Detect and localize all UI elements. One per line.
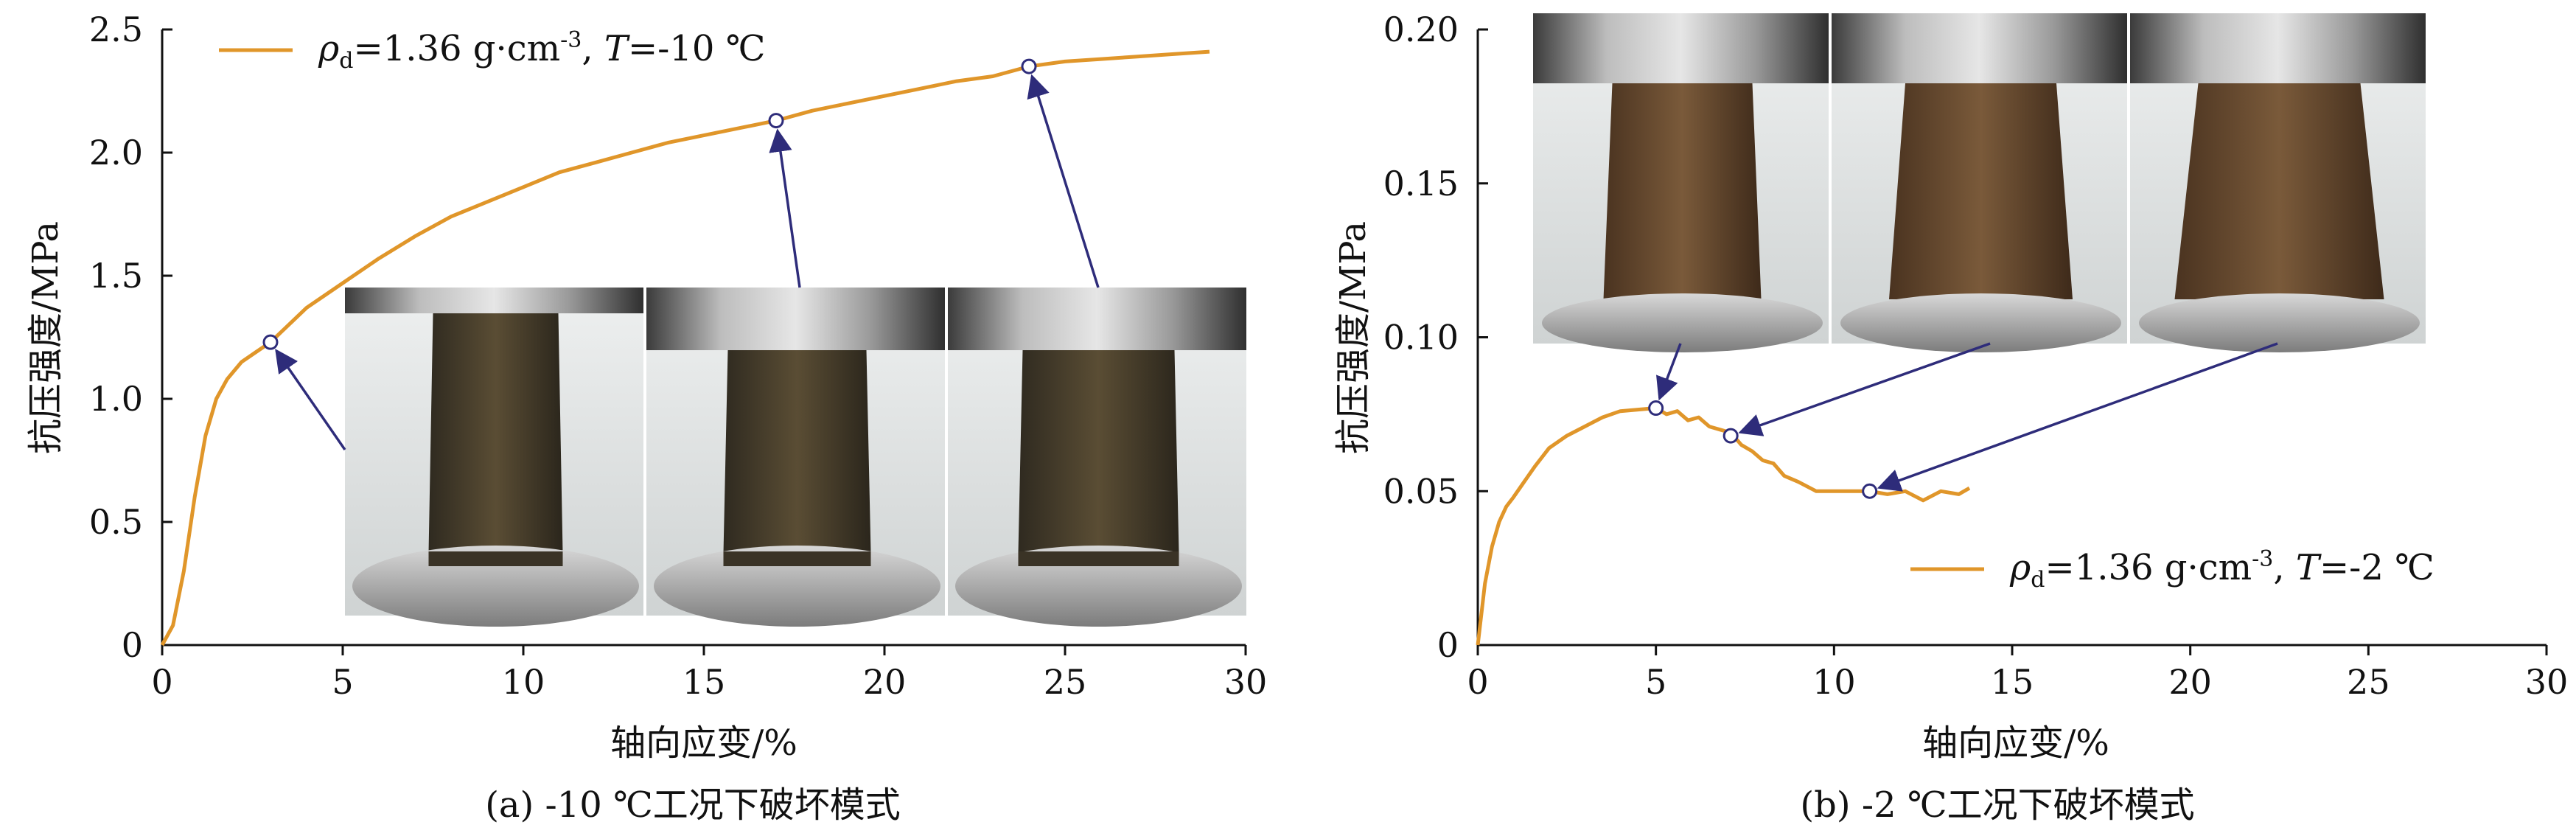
- arrow-b-2: [1738, 342, 1991, 436]
- x-tick-label-a: 20: [863, 662, 907, 702]
- y-tick-label-b: 0.15: [1383, 164, 1459, 203]
- photo-frame-b-1: [1533, 13, 1829, 352]
- series-line-b: [1476, 406, 1971, 646]
- x-tick-label-a: 10: [502, 662, 545, 702]
- marker-point-b-1: [1648, 400, 1664, 417]
- legend-b: ρd=1.36 g·cm-3, T=-2 ℃: [1910, 546, 2434, 593]
- x-tick-label-a: 15: [683, 662, 726, 702]
- y-tick-label-b: 0.10: [1383, 318, 1459, 358]
- photo-frame-a-2: [646, 288, 945, 627]
- legend-a: ρd=1.36 g·cm-3, T=-10 ℃: [219, 27, 765, 74]
- y-axis-label-b: 抗压强度/MPa: [1333, 221, 1374, 454]
- marker-point-b-2: [1722, 428, 1739, 444]
- marker-point-b-3: [1862, 483, 1878, 499]
- marker-point-a-2: [768, 113, 784, 129]
- x-tick-label-b: 25: [2347, 662, 2390, 702]
- y-tick-label-a: 1.5: [89, 256, 143, 296]
- photo-frame-a-3: [948, 288, 1246, 627]
- photo-frame-b-2: [1832, 13, 2127, 352]
- arrow-a-2: [769, 128, 801, 288]
- arrow-b-3: [1877, 342, 2278, 492]
- x-tick-label-b: 30: [2525, 662, 2569, 702]
- x-tick-label-a: 5: [332, 662, 353, 702]
- x-tick-label-a: 25: [1044, 662, 1087, 702]
- y-tick-label-b: 0.20: [1383, 10, 1459, 49]
- x-axis-label-b: 轴向应变/%: [1922, 722, 2109, 764]
- x-axis-label-a: 轴向应变/%: [610, 722, 797, 764]
- markers-a: [262, 58, 1037, 350]
- markers-b: [1648, 400, 1878, 499]
- marker-point-a-3: [1021, 58, 1037, 74]
- caption-a: (a) -10 ℃工况下破坏模式: [485, 784, 901, 826]
- x-tick-label-b: 15: [1991, 662, 2034, 702]
- x-tick-label-b: 5: [1645, 662, 1666, 702]
- photo-frame-b-3: [2130, 13, 2426, 352]
- y-tick-label-b: 0: [1437, 625, 1459, 665]
- x-tick-label-b: 10: [1812, 662, 1856, 702]
- x-tick-label-b: 20: [2168, 662, 2212, 702]
- x-tick-label-b: 0: [1467, 662, 1488, 702]
- ticks-b: 0 5 10 15 20 25 30 0 0.05 0.10 0.15 0.20: [1383, 10, 2569, 702]
- y-axis-label-a: 抗压强度/MPa: [25, 221, 66, 454]
- y-tick-label-a: 2.5: [89, 10, 143, 49]
- photos-b: [1533, 13, 2426, 352]
- arrow-a-1: [275, 349, 346, 450]
- y-tick-label-b: 0.05: [1383, 471, 1459, 511]
- panel-a: 0 5 10 15 20 25 30 0 0.5 1.0 1.5 2.0 2.5 抗压强度/MPa 轴向…: [25, 10, 1267, 826]
- legend-label-a: ρd=1.36 g·cm-3, T=-10 ℃: [318, 27, 765, 74]
- arrow-b-1: [1656, 343, 1682, 401]
- marker-point-a-1: [262, 334, 279, 350]
- arrows-a: [275, 74, 1100, 450]
- legend-label-b: ρd=1.36 g·cm-3, T=-2 ℃: [2009, 546, 2434, 593]
- ticks-a: 0 5 10 15 20 25 30 0 0.5 1.0 1.5 2.0 2.5: [89, 10, 1267, 702]
- y-tick-label-a: 0.5: [89, 502, 143, 542]
- caption-b: (b) -2 ℃工况下破坏模式: [1800, 784, 2194, 826]
- arrow-a-3: [1027, 74, 1100, 288]
- y-tick-label-a: 0: [122, 625, 143, 665]
- photo-frame-a-1: [345, 288, 643, 627]
- photos-a: [345, 288, 1246, 627]
- arrows-b: [1656, 342, 2278, 492]
- x-tick-label-a: 30: [1224, 662, 1268, 702]
- y-tick-label-a: 1.0: [89, 379, 143, 419]
- series-line-a: [160, 49, 1210, 647]
- panel-b: 0 5 10 15 20 25 30 0 0.05 0.10 0.15 0.20 抗压强度/MPa 轴…: [1333, 10, 2568, 826]
- y-tick-label-a: 2.0: [89, 133, 143, 173]
- x-tick-label-a: 0: [151, 662, 172, 702]
